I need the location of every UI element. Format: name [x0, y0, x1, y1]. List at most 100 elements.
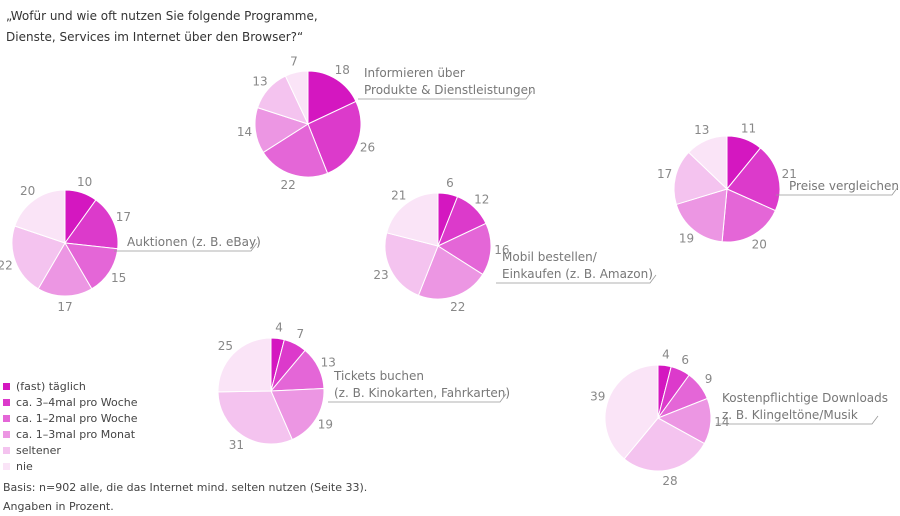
value-label-monthly: 22 — [450, 300, 465, 314]
value-label-rarely: 22 — [0, 258, 13, 272]
value-label-never: 39 — [590, 389, 605, 403]
legend-swatch — [3, 462, 10, 470]
footer-basis: Basis: n=902 alle, die das Internet mind… — [3, 481, 368, 494]
value-label-3-4-weekly: 6 — [681, 353, 689, 367]
value-label-monthly: 19 — [318, 418, 333, 432]
legend: (fast) täglich ca. 3–4mal pro Woche ca. … — [3, 378, 138, 474]
pie-slice-monthly — [675, 188, 728, 243]
value-label-3-4-weekly: 26 — [360, 141, 375, 155]
legend-label: ca. 1–3mal pro Monat — [16, 427, 136, 441]
question-line-1: „Wofür und wie oft nutzen Sie folgende P… — [6, 9, 318, 23]
title-leader-line — [328, 393, 507, 403]
pie-slice-daily — [307, 70, 357, 125]
pie-slice-monthly — [270, 387, 325, 441]
chart-title-line-1: Kostenpflichtige Downloads — [722, 391, 888, 405]
value-label-never: 13 — [694, 123, 709, 137]
pie-slice-3-4-weekly — [64, 199, 119, 250]
legend-item-rarely: seltener — [3, 442, 138, 458]
value-label-rarely: 23 — [373, 268, 388, 282]
pie-slice-1-2-weekly — [262, 123, 329, 178]
pie-chart-1: 18 26 22 14 13 7 Informieren über Produkte & Di… — [237, 55, 536, 192]
value-label-1-2-weekly: 20 — [752, 237, 767, 251]
pie-slice-rarely — [623, 417, 706, 472]
pie-slice-3-4-weekly — [726, 147, 781, 212]
value-label-daily: 4 — [662, 348, 670, 362]
pie-slice-rarely — [673, 151, 728, 206]
legend-label: seltener — [16, 443, 61, 457]
legend-item-monthly: ca. 1–3mal pro Monat — [3, 426, 138, 442]
pie-slice-never — [284, 70, 309, 125]
question-text: „Wofür und wie oft nutzen Sie folgende P… — [6, 6, 426, 48]
legend-swatch — [3, 446, 10, 454]
value-label-never: 25 — [218, 339, 233, 353]
legend-label: ca. 1–2mal pro Woche — [16, 411, 138, 425]
pie-slice-rarely — [384, 232, 439, 296]
pie-chart-6: 4 6 9 14 28 39 Kostenpflichtige Downloads z. B.… — [590, 348, 888, 488]
value-label-monthly: 14 — [714, 415, 729, 429]
legend-item-never: nie — [3, 458, 138, 474]
title-leader-line — [716, 415, 879, 425]
pie-chart-3: 10 17 15 17 22 20 Auktionen (z. B. eBay) — [0, 175, 261, 314]
title-leader-line — [496, 274, 657, 284]
pie-chart-5: 4 7 13 19 31 25 Tickets buchen (z. B. Kinokarte… — [217, 321, 510, 452]
pie-slice-1-2-weekly — [436, 222, 492, 276]
pie-slice-rarely — [217, 390, 293, 445]
pie-slice-3-4-weekly — [307, 100, 362, 174]
value-label-monthly: 17 — [57, 300, 72, 314]
pie-chart-2: 11 21 20 19 17 13 Preise vergleichen — [657, 122, 899, 252]
footer-unit: Angaben in Prozent. — [3, 500, 114, 513]
value-label-monthly: 14 — [237, 125, 252, 139]
pie-slice-monthly — [37, 242, 93, 297]
chart-title-line-1: Informieren über — [364, 66, 465, 80]
pie-slice-never — [217, 337, 272, 393]
value-label-3-4-weekly: 17 — [116, 210, 131, 224]
chart-title-line-2: Einkaufen (z. B. Amazon) — [502, 267, 653, 281]
pie-slice-monthly — [417, 245, 484, 300]
legend-item-daily: (fast) täglich — [3, 378, 138, 394]
chart-title-line-1: Mobil bestellen/ — [502, 250, 598, 264]
value-label-never: 7 — [290, 55, 298, 69]
question-line-2: Dienste, Services im Internet über den B… — [6, 30, 304, 44]
pie-slice-rarely — [11, 225, 66, 290]
legend-item-3-4-weekly: ca. 3–4mal pro Woche — [3, 394, 138, 410]
value-label-1-2-weekly: 9 — [705, 372, 713, 386]
legend-swatch — [3, 414, 10, 422]
chart-title-line-2: Produkte & Dienstleistungen — [364, 83, 536, 97]
value-label-monthly: 19 — [679, 232, 694, 246]
title-leader-line — [776, 186, 899, 196]
value-label-3-4-weekly: 7 — [296, 327, 304, 341]
chart-title-line-1: Preise vergleichen — [789, 179, 899, 193]
value-label-never: 20 — [20, 184, 35, 198]
value-label-daily: 4 — [275, 321, 283, 335]
chart-title-line-1: Tickets buchen — [333, 369, 424, 383]
value-label-rarely: 13 — [252, 75, 267, 89]
pie-slice-never — [687, 135, 728, 191]
chart-title-line-2: z. B. Klingeltöne/Musik — [722, 408, 858, 422]
value-label-never: 21 — [391, 188, 406, 202]
value-label-1-2-weekly: 15 — [111, 271, 126, 285]
legend-swatch — [3, 430, 10, 438]
pie-slice-1-2-weekly — [64, 242, 119, 290]
legend-item-1-2-weekly: ca. 1–2mal pro Woche — [3, 410, 138, 426]
value-label-daily: 18 — [335, 63, 350, 77]
value-label-rarely: 28 — [662, 474, 677, 488]
value-label-3-4-weekly: 21 — [782, 167, 797, 181]
legend-swatch — [3, 382, 10, 390]
value-label-daily: 11 — [741, 122, 756, 136]
title-leader-line — [114, 242, 258, 252]
value-label-1-2-weekly: 16 — [494, 243, 509, 257]
chart-title-line-1: Auktionen (z. B. eBay) — [127, 235, 261, 249]
legend-label: ca. 3–4mal pro Woche — [16, 395, 138, 409]
pie-slice-never — [386, 192, 439, 247]
value-label-3-4-weekly: 12 — [474, 192, 489, 206]
legend-swatch — [3, 398, 10, 406]
title-leader-line — [358, 90, 533, 100]
value-label-1-2-weekly: 13 — [321, 356, 336, 370]
legend-label: (fast) täglich — [16, 379, 86, 393]
pie-slice-1-2-weekly — [721, 188, 777, 243]
pie-chart-4: 6 12 16 22 23 21 Mobil bestellen/Einkaufen (z.… — [373, 176, 657, 314]
value-label-1-2-weekly: 22 — [281, 178, 296, 192]
value-label-daily: 10 — [77, 175, 92, 189]
value-label-rarely: 17 — [657, 167, 672, 181]
